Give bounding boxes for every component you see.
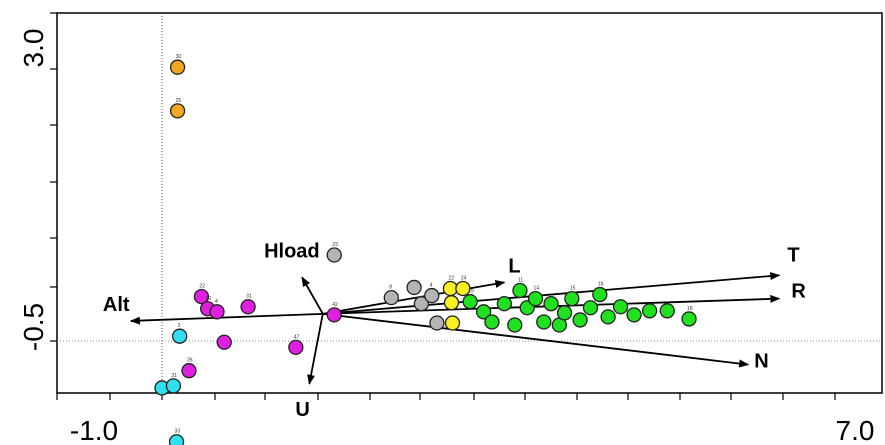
y-tick-label-top: 3.0 bbox=[18, 29, 49, 68]
point-label-15: 8 bbox=[389, 285, 392, 291]
point-label-7: 26 bbox=[187, 358, 193, 364]
plot-frame bbox=[56, 12, 883, 394]
point-green-37 bbox=[572, 312, 588, 328]
vector-label-alt: Alt bbox=[103, 294, 130, 316]
point-label-13: 33 bbox=[175, 429, 181, 435]
vector-label-r: R bbox=[791, 281, 806, 303]
point-green-44 bbox=[659, 303, 675, 319]
point-label-20: 22 bbox=[448, 275, 454, 281]
point-label-23: 24 bbox=[461, 275, 467, 281]
point-label-1: 25 bbox=[176, 98, 182, 104]
vector-labels: Alt Hload U L TR N bbox=[103, 240, 806, 421]
point-green-36 bbox=[564, 290, 580, 307]
point-magenta-6 bbox=[240, 299, 256, 315]
point-magenta-5 bbox=[216, 334, 232, 350]
vector-l bbox=[322, 279, 506, 315]
point-green-45 bbox=[681, 311, 697, 327]
point-label-0: 30 bbox=[176, 54, 182, 60]
point-green-42 bbox=[626, 307, 642, 323]
point-label-39: 16 bbox=[598, 282, 604, 288]
axis-ticks bbox=[50, 12, 836, 400]
point-green-41 bbox=[612, 299, 629, 315]
point-green-26 bbox=[484, 314, 500, 330]
point-yellow-23 bbox=[455, 280, 471, 297]
point-label-9: 42 bbox=[332, 302, 338, 308]
point-label-4: 4 bbox=[215, 299, 218, 305]
vector-label-hload: Hload bbox=[264, 240, 320, 262]
point-gray-16 bbox=[406, 279, 422, 296]
vector-hload bbox=[301, 276, 324, 315]
point-label-3: 20 bbox=[206, 296, 212, 302]
point-green-28 bbox=[507, 317, 523, 333]
point-label-8: 47 bbox=[294, 334, 300, 340]
point-green-31 bbox=[527, 290, 544, 307]
point-green-27 bbox=[496, 296, 513, 312]
vector-alt bbox=[129, 312, 323, 325]
point-orange-1 bbox=[169, 103, 186, 119]
point-label-45: 18 bbox=[687, 306, 693, 312]
point-cyan-13 bbox=[168, 434, 185, 445]
point-label-6: 31 bbox=[246, 294, 252, 300]
y-tick-label-bottom: -0.5 bbox=[18, 303, 49, 351]
vector-label-n: N bbox=[754, 351, 768, 373]
point-orange-0 bbox=[169, 59, 186, 75]
point-green-39 bbox=[592, 286, 608, 303]
vector-u bbox=[307, 313, 324, 385]
point-green-35 bbox=[556, 305, 573, 321]
point-label-29: 11 bbox=[518, 278, 523, 284]
point-green-43 bbox=[641, 303, 658, 319]
point-label-14: 23 bbox=[332, 242, 338, 248]
point-gray-15 bbox=[383, 289, 399, 306]
point-label-2: 22 bbox=[199, 284, 205, 290]
vector-label-u: U bbox=[295, 399, 309, 421]
vector-label-l: L bbox=[508, 255, 520, 277]
point-yellow-21 bbox=[443, 295, 460, 311]
point-gray-19 bbox=[429, 315, 445, 331]
point-green-38 bbox=[582, 300, 599, 316]
x-tick-label-left: -1.0 bbox=[70, 415, 118, 445]
point-magenta-4 bbox=[209, 304, 225, 320]
point-cyan-12 bbox=[165, 378, 182, 394]
point-label-10: 3 bbox=[178, 323, 181, 329]
point-gray-17 bbox=[413, 296, 430, 312]
point-magenta-8 bbox=[288, 339, 304, 355]
vector-arrows bbox=[129, 272, 781, 385]
point-magenta-7 bbox=[181, 363, 197, 379]
point-green-32 bbox=[536, 314, 552, 330]
vector-n bbox=[322, 312, 750, 368]
point-green-25 bbox=[475, 304, 492, 320]
x-tick-label-right: 7.0 bbox=[836, 415, 875, 445]
point-green-33 bbox=[543, 296, 559, 312]
point-cyan-10 bbox=[171, 328, 188, 344]
point-green-24 bbox=[462, 294, 478, 310]
point-label-24: 29 bbox=[468, 289, 474, 295]
point-gray-14 bbox=[326, 247, 342, 263]
point-gray-18 bbox=[424, 287, 440, 304]
vector-label-t: T bbox=[787, 244, 799, 266]
point-label-18: 4 bbox=[430, 283, 433, 289]
point-label-31: 14 bbox=[534, 286, 540, 292]
point-green-29 bbox=[512, 282, 528, 299]
point-label-12: 31 bbox=[171, 373, 177, 379]
point-label-36: 15 bbox=[570, 286, 576, 292]
vector-t bbox=[322, 272, 781, 315]
point-magenta-9 bbox=[326, 307, 342, 323]
point-green-40 bbox=[600, 309, 616, 325]
point-yellow-22 bbox=[444, 315, 461, 331]
point-magenta-2 bbox=[193, 288, 210, 305]
